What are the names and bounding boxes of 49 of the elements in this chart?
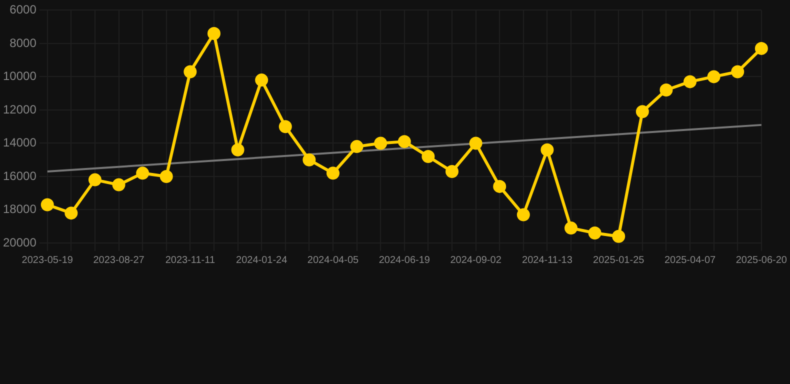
point [707,70,720,84]
x-tick-label: 2025-01-25 [593,254,645,266]
x-tick-label: 2025-04-07 [664,254,716,266]
point [112,178,126,192]
point [207,26,220,40]
point [516,208,530,222]
point [302,153,316,166]
x-tick-label: 2023-05-19 [22,254,74,266]
point [398,135,411,148]
y-tick-label: 18000 [2,202,37,216]
x-tick-label: 2024-01-24 [236,254,288,266]
x-tick-label: 2024-11-13 [522,254,573,266]
point [446,164,458,178]
point [64,206,78,220]
y-tick-label: 20000 [2,235,37,250]
y-tick-label: 14000 [2,136,37,150]
y-tick-label: 16000 [2,168,37,183]
point [278,120,292,134]
point [731,65,744,78]
x-tick-label: 2024-09-02 [450,254,502,266]
point [588,226,602,240]
point [612,230,626,243]
x-tick-label: 2024-06-19 [378,254,430,266]
point [754,42,768,55]
x-tick-label: 2023-11-11 [165,254,216,266]
y-tick-label: 6000 [10,2,37,17]
y-tick-label: 8000 [10,36,37,50]
point [160,170,173,183]
point [184,65,197,78]
point [684,75,697,88]
x-tick-label: 2024-04-05 [307,254,360,266]
point [350,140,364,154]
point [136,166,150,180]
point [469,136,482,150]
point [493,180,506,193]
point [326,166,340,180]
point [255,74,268,87]
point [636,105,649,118]
point [540,143,554,156]
y-tick-label: 10000 [2,69,37,84]
point [88,173,102,186]
point [660,84,673,97]
point [374,136,388,150]
point [422,150,435,164]
x-tick-label: 2025-06-20 [736,254,788,266]
y-tick-label: 12000 [2,102,37,116]
point [564,222,578,235]
x-tick-label: 2023-08-27 [93,254,145,266]
point [231,143,244,156]
